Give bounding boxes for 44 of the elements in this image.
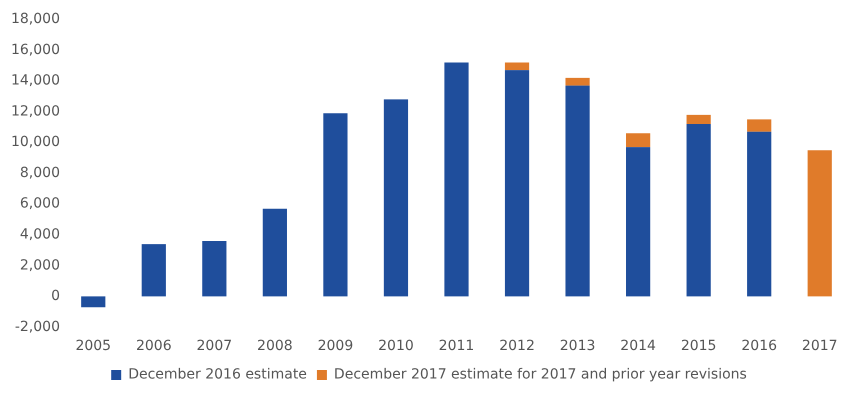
bar xyxy=(81,296,106,308)
y-tick-label: -2,000 xyxy=(14,318,60,335)
bar xyxy=(142,244,166,296)
y-tick-label: 14,000 xyxy=(10,72,60,89)
x-tick-label: 2016 xyxy=(741,338,778,354)
y-tick-label: 18,000 xyxy=(10,11,60,28)
x-tick-label: 2014 xyxy=(620,338,656,354)
x-tick-label: 2011 xyxy=(438,338,474,354)
bar xyxy=(504,62,530,70)
x-tick-label: 2015 xyxy=(680,338,716,354)
bar xyxy=(504,70,530,296)
legend-label: December 2017 estimate for 2017 and prior year revisions xyxy=(334,366,747,383)
bar xyxy=(565,78,590,86)
bar xyxy=(262,208,287,296)
y-tick-label: 12,000 xyxy=(10,103,60,120)
y-tick-label: 4,000 xyxy=(20,226,60,242)
bar xyxy=(626,133,650,148)
x-tick-label: 2006 xyxy=(136,338,172,354)
bar xyxy=(747,119,772,132)
bar xyxy=(747,132,772,296)
x-tick-label: 2009 xyxy=(318,338,354,354)
bar xyxy=(384,99,408,296)
y-tick-label: 0 xyxy=(51,288,60,304)
x-tick-label: 2017 xyxy=(802,338,838,354)
y-tick-label: 6,000 xyxy=(20,196,60,212)
bar xyxy=(565,86,590,296)
x-tick-label: 2013 xyxy=(560,338,596,354)
y-tick-label: 2,000 xyxy=(20,257,60,274)
bar xyxy=(323,113,348,296)
y-tick-label: 8,000 xyxy=(20,164,60,181)
bar xyxy=(444,62,469,296)
x-tick-label: 2010 xyxy=(378,338,414,354)
x-tick-label: 2007 xyxy=(196,338,232,354)
bar xyxy=(808,150,832,296)
bar xyxy=(202,241,226,296)
y-tick-label: 16,000 xyxy=(10,42,60,58)
x-tick-label: 2012 xyxy=(499,338,535,354)
bar xyxy=(686,124,711,296)
y-tick-label: 10,000 xyxy=(10,134,60,150)
x-tick-label: 2005 xyxy=(75,338,112,354)
legend-label: December 2016 estimate xyxy=(128,366,307,383)
bar xyxy=(626,147,650,296)
x-tick-label: 2008 xyxy=(257,338,293,354)
bar xyxy=(686,114,711,124)
